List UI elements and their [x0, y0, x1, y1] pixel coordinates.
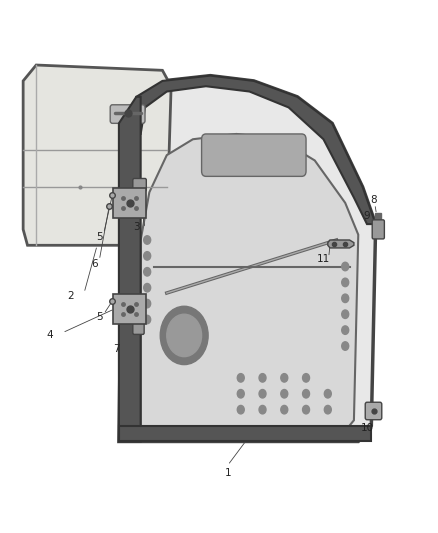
FancyBboxPatch shape [372, 220, 385, 239]
FancyBboxPatch shape [133, 323, 144, 334]
Polygon shape [136, 76, 376, 224]
Text: 3: 3 [133, 222, 140, 232]
Circle shape [342, 342, 349, 350]
Circle shape [237, 406, 244, 414]
Text: 6: 6 [92, 259, 98, 269]
Circle shape [342, 294, 349, 303]
Text: 5: 5 [96, 232, 102, 243]
Circle shape [324, 390, 331, 398]
Circle shape [342, 326, 349, 334]
Circle shape [144, 316, 151, 324]
Text: 10: 10 [360, 423, 374, 433]
Circle shape [303, 390, 310, 398]
Circle shape [303, 406, 310, 414]
Text: 7: 7 [113, 344, 120, 354]
Circle shape [160, 306, 208, 365]
Circle shape [342, 278, 349, 287]
Polygon shape [23, 65, 171, 245]
Circle shape [281, 374, 288, 382]
Circle shape [144, 268, 151, 276]
FancyBboxPatch shape [113, 188, 146, 217]
Circle shape [144, 236, 151, 244]
Circle shape [259, 374, 266, 382]
Circle shape [167, 314, 201, 357]
Circle shape [303, 374, 310, 382]
Polygon shape [141, 134, 358, 431]
Circle shape [237, 374, 244, 382]
Text: 5: 5 [96, 312, 102, 322]
Polygon shape [119, 425, 371, 441]
Text: 11: 11 [317, 254, 330, 263]
Circle shape [342, 310, 349, 318]
Circle shape [281, 390, 288, 398]
Text: 4: 4 [46, 330, 53, 341]
Text: 8: 8 [370, 195, 377, 205]
Circle shape [144, 252, 151, 260]
FancyBboxPatch shape [133, 179, 146, 191]
FancyBboxPatch shape [113, 294, 146, 324]
Polygon shape [119, 97, 141, 441]
Circle shape [342, 262, 349, 271]
Circle shape [237, 390, 244, 398]
FancyBboxPatch shape [110, 105, 145, 123]
FancyBboxPatch shape [365, 402, 382, 419]
Circle shape [324, 406, 331, 414]
Circle shape [259, 390, 266, 398]
Circle shape [144, 284, 151, 292]
Circle shape [259, 406, 266, 414]
Text: 1: 1 [224, 469, 231, 478]
FancyBboxPatch shape [201, 134, 306, 176]
Text: 2: 2 [68, 290, 74, 301]
Polygon shape [328, 240, 354, 248]
Polygon shape [119, 76, 376, 441]
Circle shape [281, 406, 288, 414]
Text: 9: 9 [364, 211, 370, 221]
Circle shape [144, 300, 151, 308]
